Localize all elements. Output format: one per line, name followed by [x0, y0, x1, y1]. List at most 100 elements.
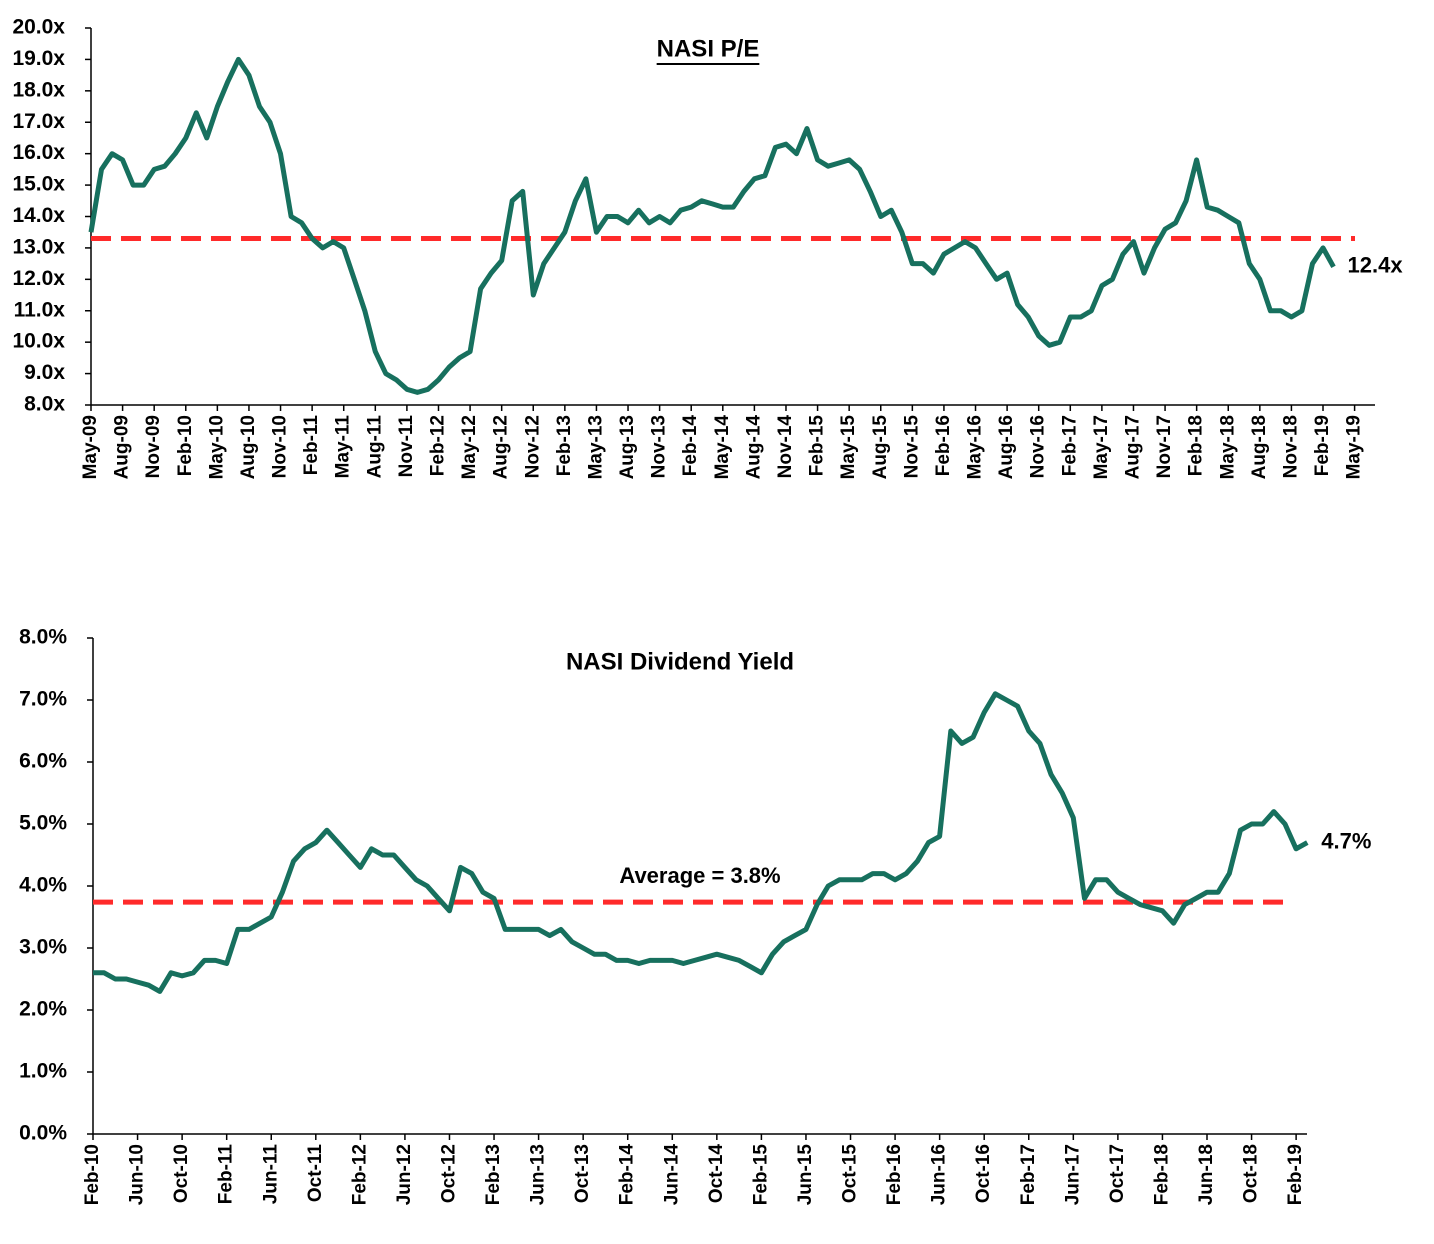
x-tick-label: Feb-18	[1186, 415, 1207, 476]
x-tick-label: May-10	[206, 415, 227, 479]
y-tick-label: 4.0%	[19, 874, 67, 897]
x-tick-label: Feb-19	[1312, 415, 1333, 476]
x-tick-label: Feb-10	[175, 415, 196, 476]
y-tick-label: 19.0x	[12, 47, 65, 70]
x-tick-label: Feb-13	[483, 1144, 504, 1205]
x-tick-label: Oct-12	[438, 1144, 459, 1203]
x-tick-label: Aug-16	[996, 415, 1017, 479]
x-tick-label: Feb-15	[750, 1144, 771, 1206]
y-tick-label: 17.0x	[12, 110, 65, 133]
x-tick-label: Oct-17	[1107, 1144, 1128, 1203]
x-tick-label: Nov-18	[1280, 415, 1301, 478]
x-tick-label: Feb-12	[428, 415, 449, 476]
x-tick-label: Jun-13	[528, 1144, 549, 1205]
y-tick-label: 3.0%	[19, 936, 67, 959]
x-tick-label: Feb-18	[1151, 1144, 1172, 1205]
y-tick-label: 5.0%	[19, 812, 67, 835]
y-tick-label: 12.0x	[12, 267, 65, 290]
y-tick-label: 8.0%	[19, 626, 67, 649]
y-tick-label: 7.0%	[19, 688, 67, 711]
x-tick-label: Oct-10	[171, 1144, 192, 1203]
x-tick-label: May-17	[1091, 415, 1112, 479]
x-tick-label: Feb-11	[301, 415, 322, 476]
y-tick-label: 2.0%	[19, 998, 67, 1021]
x-tick-label: Jun-17	[1062, 1144, 1083, 1205]
line-series	[88, 56, 1336, 395]
x-tick-label: Jun-10	[127, 1144, 148, 1205]
x-tick-label: Jun-18	[1196, 1144, 1217, 1205]
x-tick-label: Nov-15	[901, 415, 922, 479]
x-tick-label: May-18	[1217, 415, 1238, 479]
x-tick-label: May-11	[333, 415, 354, 479]
x-tick-label: Aug-10	[238, 415, 259, 479]
x-tick-label: Oct-18	[1241, 1144, 1262, 1203]
x-tick-label: Jun-15	[795, 1144, 816, 1206]
x-tick-label: Jun-16	[929, 1144, 950, 1205]
annotation: Average = 3.8%	[619, 863, 780, 888]
plot: 8.0x 9.0x 10.0x 11.0x 12.0x 13.0x 14.0x 15.0x 16…	[12, 16, 1403, 480]
y-tick-label: 20.0x	[12, 16, 65, 39]
x-tick-label: Nov-10	[270, 415, 291, 478]
x-tick-label: Feb-15	[807, 415, 828, 477]
x-tick-label: Nov-11	[396, 415, 417, 478]
y-tick-label: 10.0x	[12, 330, 65, 353]
x-tick-label: Oct-13	[572, 1144, 593, 1203]
y-tick-label: 6.0%	[19, 750, 67, 773]
x-tick-label: Feb-14	[617, 1144, 638, 1206]
x-tick-label: Aug-14	[743, 415, 764, 480]
x-tick-label: May-16	[965, 415, 986, 479]
x-tick-label: Aug-15	[870, 415, 891, 480]
x-tick-label: Oct-14	[706, 1144, 727, 1204]
y-tick-label: 13.0x	[12, 235, 65, 258]
x-tick-label: Nov-17	[1154, 415, 1175, 478]
x-tick-label: Oct-11	[305, 1144, 326, 1203]
y-tick-label: 0.0%	[19, 1122, 67, 1145]
y-tick-label: 15.0x	[12, 173, 65, 196]
x-tick-label: May-15	[838, 415, 859, 480]
x-tick-label: May-09	[80, 415, 101, 479]
line-series	[93, 691, 1309, 994]
x-tick-label: Feb-12	[349, 1144, 370, 1205]
end-label: 12.4x	[1348, 253, 1404, 278]
x-tick-label: Nov-12	[522, 415, 543, 478]
x-tick-label: Oct-15	[840, 1144, 861, 1204]
x-tick-label: Jun-11	[260, 1144, 281, 1205]
x-tick-label: Feb-14	[680, 415, 701, 477]
x-tick-label: Feb-13	[554, 415, 575, 476]
y-tick-label: 8.0x	[24, 393, 65, 416]
x-tick-label: Feb-17	[1059, 415, 1080, 476]
y-tick-label: 9.0x	[24, 361, 65, 384]
x-tick-label: Aug-09	[112, 415, 133, 479]
x-tick-label: May-12	[459, 415, 480, 479]
x-tick-label: Aug-12	[491, 415, 512, 479]
plot: 0.0% 1.0% 2.0% 3.0% 4.0% 5.0% 6.0% 7.0% 8.0% Feb-…	[19, 626, 1371, 1206]
x-tick-label: May-13	[585, 415, 606, 479]
chart-title: NASI Dividend Yield	[566, 648, 794, 675]
y-tick-label: 18.0x	[12, 78, 65, 101]
x-tick-label: Feb-19	[1285, 1144, 1306, 1205]
x-tick-label: Oct-16	[973, 1144, 994, 1203]
x-tick-label: Jun-14	[661, 1144, 682, 1206]
x-tick-label: Feb-16	[933, 415, 954, 476]
x-tick-label: Nov-13	[649, 415, 670, 478]
y-tick-label: 16.0x	[12, 141, 65, 164]
x-tick-label: May-14	[712, 415, 733, 480]
chart-title: NASI P/E	[657, 35, 760, 62]
x-tick-label: Aug-13	[617, 415, 638, 479]
x-tick-label: Feb-17	[1018, 1144, 1039, 1205]
x-tick-label: Jun-12	[394, 1144, 415, 1205]
x-tick-label: Aug-11	[364, 415, 385, 479]
x-tick-label: Nov-09	[143, 415, 164, 478]
x-tick-label: Feb-16	[884, 1144, 905, 1205]
x-tick-label: Feb-10	[82, 1144, 103, 1205]
x-tick-label: May-19	[1344, 415, 1365, 479]
x-tick-label: Feb-11	[216, 1144, 237, 1205]
y-tick-label: 11.0x	[14, 298, 66, 321]
x-tick-label: Nov-14	[775, 415, 796, 479]
end-label: 4.7%	[1321, 828, 1371, 853]
x-tick-label: Aug-18	[1249, 415, 1270, 479]
y-tick-label: 1.0%	[19, 1060, 67, 1083]
x-tick-label: Nov-16	[1028, 415, 1049, 478]
x-tick-label: Aug-17	[1122, 415, 1143, 479]
